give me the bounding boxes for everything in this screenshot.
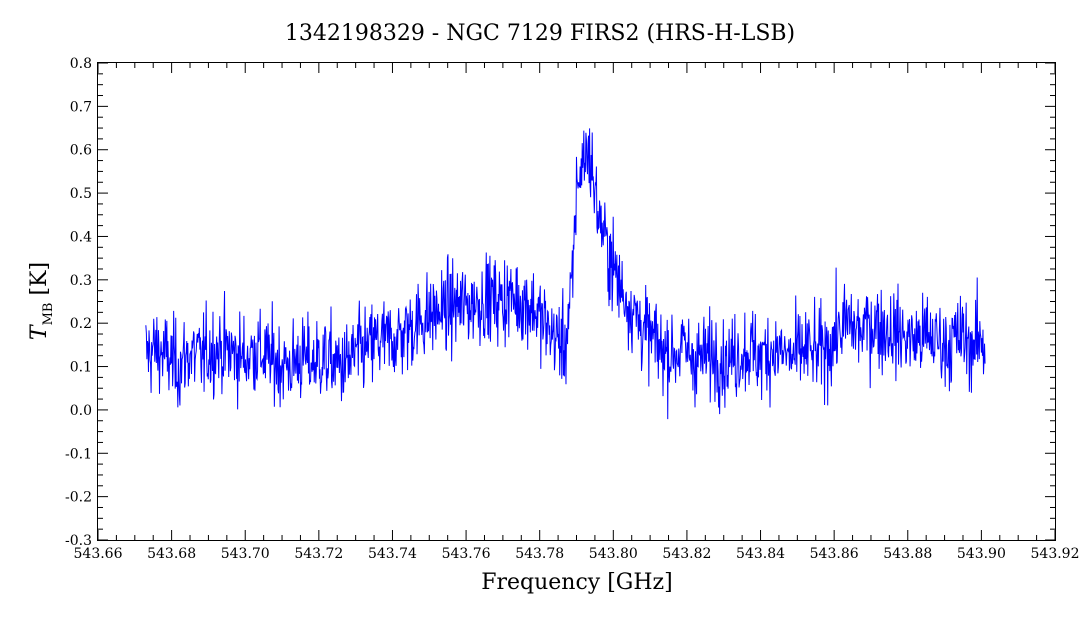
y-axis-label-main: T [27, 323, 52, 340]
spectrum-line [145, 128, 986, 420]
x-tick-label: 543.84 [736, 546, 785, 562]
x-tick-label: 543.76 [442, 546, 491, 562]
plot-frame [97, 62, 1056, 541]
y-tick-label: 0.3 [70, 273, 92, 289]
y-axis-label-sub: MB [41, 303, 56, 326]
y-tick-label: 0.2 [70, 316, 92, 332]
chart-title: 1342198329 - NGC 7129 FIRS2 (HRS-H-LSB) [285, 21, 795, 46]
x-axis-label: Frequency [GHz] [481, 570, 673, 595]
x-tick-label: 543.92 [1031, 546, 1080, 562]
y-tick-label: 0.5 [70, 186, 92, 202]
x-tick-label: 543.88 [883, 546, 932, 562]
x-tick-label: 543.66 [74, 546, 123, 562]
y-tick-label: 0.6 [70, 143, 92, 159]
y-tick-label: -0.3 [65, 533, 92, 549]
x-tick-label: 543.72 [294, 546, 343, 562]
y-tick-label: -0.2 [65, 490, 92, 506]
axis-tick-labels: 543.66 543.68 543.70 543.72 543.74 543.76 543.… [65, 56, 1080, 562]
svg-text:TMB [K]: TMB [K] [27, 262, 56, 340]
x-tick-label: 543.68 [147, 546, 196, 562]
y-axis-label-unit: [K] [27, 262, 52, 296]
y-tick-label: 0.8 [70, 56, 92, 72]
x-tick-label: 543.74 [368, 546, 417, 562]
x-tick-label: 543.90 [957, 546, 1006, 562]
y-tick-label: -0.1 [65, 446, 92, 462]
y-tick-label: 0.1 [70, 360, 92, 376]
x-tick-label: 543.82 [662, 546, 711, 562]
y-tick-label: 0.0 [70, 403, 92, 419]
x-tick-label: 543.86 [810, 546, 859, 562]
series-layer [145, 128, 986, 420]
y-tick-label: 0.7 [70, 99, 92, 115]
y-tick-label: 0.4 [70, 229, 92, 245]
y-axis-label: TMB [K] [27, 262, 56, 340]
axis-ticks [97, 62, 1056, 541]
x-tick-label: 543.78 [515, 546, 564, 562]
x-tick-label: 543.70 [221, 546, 270, 562]
x-tick-label: 543.80 [589, 546, 638, 562]
